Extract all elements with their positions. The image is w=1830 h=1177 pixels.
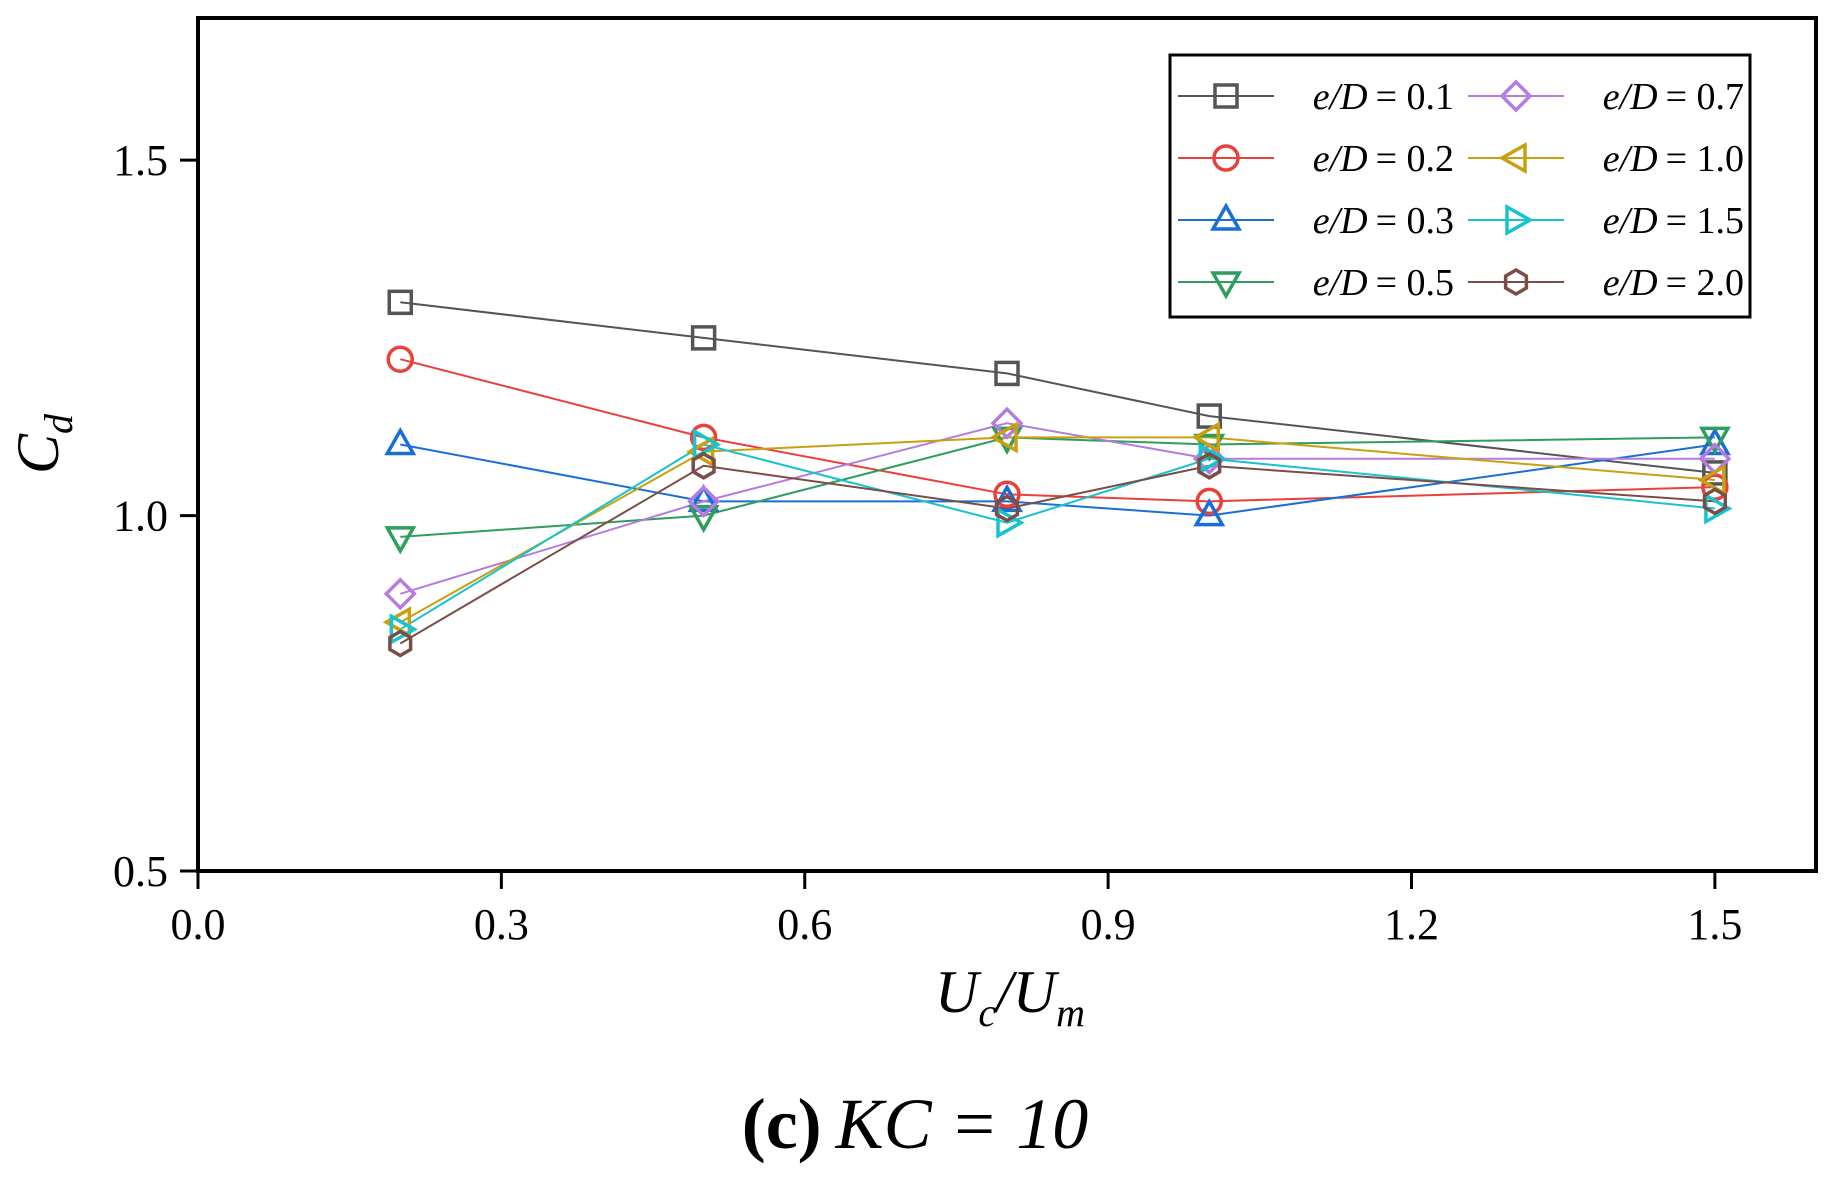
data-point-series-6 [382,606,412,639]
data-point-series-6 [1697,464,1726,496]
y-tick-label: 1.5 [113,136,168,185]
legend-item-7: e/D = 1.5 [1468,200,1744,242]
data-point-series-2 [386,345,414,373]
legend-label: e/D = 0.2 [1313,138,1454,180]
legend-item-3: e/D = 0.3 [1178,200,1454,242]
data-point-series-4 [1698,426,1731,455]
legend-label: e/D = 0.3 [1313,200,1454,242]
series-line-2 [400,358,1715,503]
data-point-series-8 [1702,487,1728,516]
data-point-series-1 [387,289,413,316]
legend-marker [1210,271,1242,300]
legend-label: e/D = 0.5 [1313,262,1454,304]
y-axis-title: Cd [5,413,81,474]
x-axis: 0.0 0.3 0.6 0.9 1.2 1.5 [171,871,1742,949]
x-tick-label: 1.5 [1687,900,1742,949]
legend-label: e/D = 0.7 [1603,76,1744,118]
data-point-series-1 [1196,403,1222,429]
data-point-series-1 [1702,460,1728,486]
legend-marker [1505,204,1534,236]
plot-frame [196,16,1818,873]
series-line-1 [400,301,1716,474]
x-tick-label: 0.0 [171,900,226,949]
plot-markers [382,289,1733,658]
data-point-series-4 [687,504,720,534]
data-point-series-8 [994,494,1020,523]
legend-marker [1499,79,1533,113]
legend-item-6: e/D = 1.0 [1468,138,1744,180]
series-line-7 [399,443,1715,631]
data-point-series-8 [691,451,716,480]
y-axis: 0.5 1.0 1.5 [113,136,198,896]
legend-item-8: e/D = 2.0 [1468,262,1744,304]
data-point-series-3 [687,483,720,513]
data-point-series-5 [383,577,417,611]
data-point-series-3 [384,426,417,456]
y-tick-label: 0.5 [113,847,168,896]
legend-item-2: e/D = 0.2 [1178,138,1454,180]
legend-label: e/D = 0.1 [1313,76,1454,118]
data-point-series-5 [990,406,1024,440]
figure-caption: (c) KC = 10 [742,1084,1089,1164]
legend-frame [1168,53,1752,319]
data-point-series-6 [989,421,1018,454]
caption-text: KC = 10 [835,1084,1089,1164]
data-point-series-7 [389,613,418,646]
x-tick-label: 0.6 [777,900,832,949]
y-tick-label: 1.0 [113,492,168,541]
series-line-8 [399,464,1715,645]
data-point-series-2 [689,423,718,452]
legend-marker [1210,202,1242,231]
data-point-series-1 [690,325,717,351]
data-point-series-2 [993,480,1021,509]
x-tick-label: 1.2 [1384,900,1439,949]
data-point-series-6 [686,435,715,468]
series-line-3 [400,443,1716,517]
data-point-series-7 [692,428,722,461]
legend-marker [1503,267,1529,297]
data-point-series-4 [384,526,417,555]
data-point-series-2 [1195,487,1223,516]
data-point-series-8 [1197,451,1222,480]
legend-item-4: e/D = 0.5 [1178,262,1454,304]
data-point-series-6 [1191,421,1221,454]
legend-item-1: e/D = 0.1 [1178,76,1454,118]
legend: e/D = 0.1 e/D = 0.2 e/D = 0.3 e/D = 0.5 e/D = 0.7… [1168,53,1752,319]
legend-label: e/D = 1.0 [1603,138,1744,180]
data-point-series-1 [994,360,1020,387]
legend-marker [1498,142,1527,174]
x-tick-label: 0.3 [474,900,529,949]
caption-panel-label: (c) [742,1084,822,1164]
legend-item-5: e/D = 0.7 [1468,76,1744,118]
legend-label: e/D = 1.5 [1603,200,1744,242]
legend-marker [1212,144,1240,172]
series-line-5 [400,422,1715,595]
data-point-series-7 [996,506,1025,539]
data-point-series-8 [388,629,413,658]
x-tick-label: 0.9 [1081,900,1136,949]
data-point-series-3 [1193,498,1226,527]
legend-label: e/D = 2.0 [1603,262,1744,304]
data-point-series-5 [687,484,721,518]
x-axis-title: Uc/Um [935,959,1085,1035]
legend-marker [1213,83,1239,109]
